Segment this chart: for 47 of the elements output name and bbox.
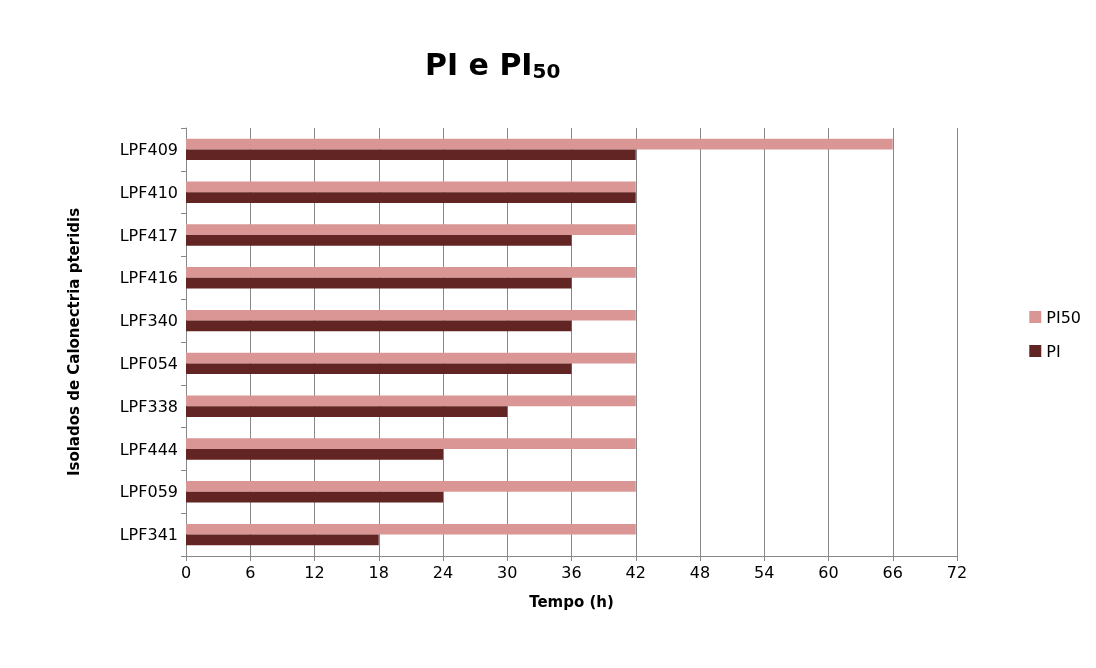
bar xyxy=(186,395,636,407)
x-tick-label: 72 xyxy=(946,562,968,582)
x-tick-label: 66 xyxy=(882,562,903,582)
y-tick-label: LPF410 xyxy=(119,182,178,202)
x-tick-label: 60 xyxy=(818,562,839,582)
x-tick-label: 42 xyxy=(625,562,646,582)
y-tick-label: LPF444 xyxy=(119,439,178,459)
bar xyxy=(186,267,636,278)
bar xyxy=(186,449,443,460)
y-axis-title: Isolados de Calonectria pteridis xyxy=(64,207,83,477)
y-tick-label: LPF417 xyxy=(119,225,178,245)
y-tick-label: LPF341 xyxy=(119,525,178,545)
bar xyxy=(186,181,636,193)
bar xyxy=(186,235,572,246)
legend-label: PI50 xyxy=(1046,307,1082,327)
bar xyxy=(186,320,572,332)
bar xyxy=(186,406,508,417)
x-tick-label: 48 xyxy=(689,562,711,582)
x-tick-label: 24 xyxy=(432,562,454,582)
y-tick-label: LPF338 xyxy=(119,396,178,416)
y-tick-label: LPF054 xyxy=(119,353,178,373)
x-axis-title: Tempo (h) xyxy=(529,592,614,611)
x-tick-label: 0 xyxy=(180,562,192,582)
bar xyxy=(186,523,636,535)
bar xyxy=(186,138,893,150)
bar xyxy=(186,352,636,364)
x-tick-label: 6 xyxy=(245,562,256,582)
x-tick-label: 30 xyxy=(497,562,518,582)
bar xyxy=(186,534,379,546)
x-tick-label: 18 xyxy=(368,562,389,582)
bar xyxy=(186,149,636,161)
x-tick-label: 54 xyxy=(754,562,775,582)
x-tick-label: 36 xyxy=(561,562,582,582)
bar xyxy=(186,309,636,321)
bar xyxy=(186,224,636,235)
legend-label: PI xyxy=(1046,341,1061,361)
bar xyxy=(186,481,636,492)
bar xyxy=(186,491,443,503)
y-tick-label: LPF340 xyxy=(119,311,178,331)
bar xyxy=(186,363,572,375)
bar xyxy=(186,438,636,449)
y-tick-label: LPF409 xyxy=(119,139,178,159)
y-tick-label: LPF059 xyxy=(119,482,178,502)
y-tick-label: LPF416 xyxy=(119,268,178,288)
x-tick-label: 12 xyxy=(304,562,325,582)
bar xyxy=(186,277,572,289)
bar xyxy=(186,192,636,203)
